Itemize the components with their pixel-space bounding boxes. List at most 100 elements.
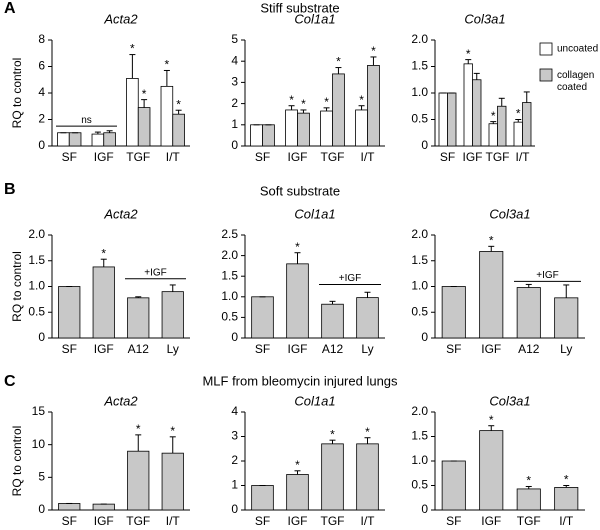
x-tick-label: SF (62, 514, 77, 528)
annotation: +IGF (339, 273, 362, 284)
significance: * (489, 234, 494, 248)
significance: * (516, 107, 521, 121)
y-tick-label: 0 (38, 138, 45, 152)
bar (447, 92, 457, 147)
significance: * (330, 427, 335, 441)
significance: * (336, 55, 341, 69)
panel-title: Soft substrate (260, 183, 340, 198)
y-tick-label: 0 (421, 138, 428, 152)
significance: * (170, 424, 175, 438)
chart-title: Col3a1 (489, 393, 530, 408)
y-tick-label: 0 (231, 330, 238, 344)
panel-letter: C (4, 373, 16, 390)
y-tick-label: 2 (38, 112, 45, 126)
significance: * (324, 95, 329, 109)
significance: * (489, 413, 494, 427)
x-tick-label: IGF (288, 514, 308, 528)
bar (356, 443, 379, 511)
x-tick-label: SF (446, 514, 461, 528)
bar (103, 132, 116, 147)
y-tick-label: 2 (231, 96, 238, 110)
significance: * (466, 47, 471, 61)
bar (479, 430, 504, 511)
y-tick-label: 0.5 (411, 478, 428, 492)
panel-letter: B (4, 181, 16, 198)
significance: * (564, 473, 569, 487)
x-tick-label: TGF (321, 514, 345, 528)
bar (441, 286, 466, 339)
y-tick-label: 2.0 (221, 248, 238, 262)
significance: * (491, 109, 496, 123)
x-tick-label: SF (440, 150, 455, 164)
bar (137, 107, 151, 147)
y-tick-label: 1 (231, 117, 238, 131)
bar (251, 296, 274, 339)
x-tick-label: Ly (361, 342, 373, 356)
x-tick-label: I/T (516, 150, 531, 164)
bar (522, 102, 532, 147)
y-tick-label: 3 (231, 75, 238, 89)
x-tick-label: I/T (361, 514, 376, 528)
bar (332, 73, 345, 147)
chart-title: Acta2 (103, 206, 138, 221)
x-tick-label: SF (255, 150, 270, 164)
bar (161, 452, 184, 511)
y-tick-label: 1.5 (221, 268, 238, 282)
bar (356, 297, 379, 339)
bar (286, 474, 309, 511)
chart-title: Acta2 (103, 393, 138, 408)
x-tick-label: SF (255, 514, 270, 528)
significance: * (130, 42, 135, 56)
bar (463, 63, 473, 147)
bar (320, 110, 333, 147)
bar (172, 113, 185, 147)
legend-swatch (539, 42, 553, 56)
y-tick-label: 6 (38, 59, 45, 73)
x-tick-label: A12 (128, 342, 150, 356)
annotation: +IGF (536, 270, 559, 281)
bar (92, 266, 115, 339)
bar (441, 460, 466, 511)
bar (58, 286, 81, 339)
y-tick-label: 1.0 (411, 85, 428, 99)
significance: * (136, 422, 141, 436)
x-tick-label: Ly (167, 342, 179, 356)
y-tick-label: 5 (231, 32, 238, 46)
y-tick-label: 2.0 (411, 404, 428, 418)
bar (91, 133, 105, 147)
bar (554, 487, 579, 511)
y-tick-label: 4 (38, 85, 45, 99)
bar (513, 121, 523, 147)
panel-title: Stiff substrate (260, 0, 339, 15)
x-tick-label: IGF (481, 342, 501, 356)
y-tick-label: 0.5 (411, 112, 428, 126)
bar (516, 488, 541, 511)
significance: * (142, 87, 147, 101)
bar (58, 503, 81, 511)
x-tick-label: SF (255, 342, 270, 356)
y-tick-label: 0 (421, 330, 428, 344)
x-tick-label: I/T (559, 514, 574, 528)
bar (160, 85, 174, 147)
y-tick-label: 0 (38, 502, 45, 516)
y-axis-label: RQ to control (10, 251, 24, 322)
x-tick-label: TGF (517, 514, 541, 528)
y-axis-label: RQ to control (10, 426, 24, 497)
y-tick-label: 1.0 (411, 279, 428, 293)
bar (516, 287, 541, 339)
significance: * (289, 93, 294, 107)
y-tick-label: 4 (231, 53, 238, 67)
x-tick-label: I/T (166, 150, 181, 164)
y-tick-label: 15 (32, 404, 46, 418)
y-tick-label: 8 (38, 32, 45, 46)
bar (126, 78, 139, 147)
y-tick-label: 2.0 (411, 32, 428, 46)
x-tick-label: SF (446, 342, 461, 356)
x-tick-label: TGF (126, 150, 150, 164)
y-tick-label: 1.0 (28, 279, 45, 293)
bar (262, 124, 275, 147)
bar (297, 112, 310, 147)
y-tick-label: 2 (231, 453, 238, 467)
legend-label: collagen coated (557, 70, 597, 93)
